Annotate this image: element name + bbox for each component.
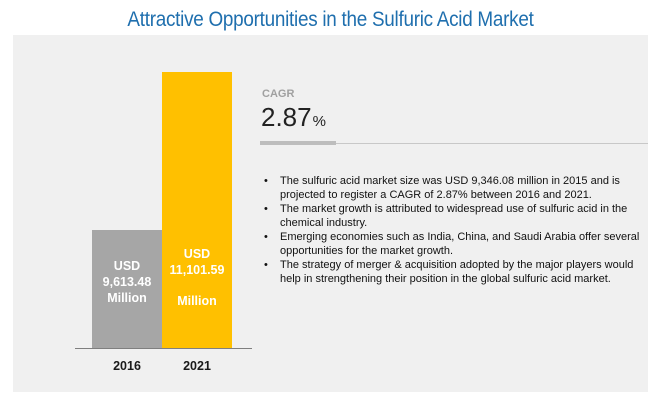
bullet-icon: • bbox=[264, 231, 268, 243]
data-label: USD bbox=[184, 247, 210, 261]
cagr-divider-accent bbox=[260, 141, 336, 145]
key-point-text: Emerging economies such as India, China,… bbox=[280, 231, 640, 257]
cagr-number: 2.87 bbox=[261, 102, 312, 132]
bullet-icon: • bbox=[264, 203, 268, 215]
cagr-value: 2.87% bbox=[261, 102, 326, 133]
data-label: 9,613.48 bbox=[103, 275, 152, 289]
bullet-icon: • bbox=[264, 259, 268, 271]
key-point: • Emerging economies such as India, Chin… bbox=[264, 230, 644, 258]
bullet-icon: • bbox=[264, 175, 268, 187]
cagr-unit: % bbox=[312, 113, 326, 130]
bar-2016 bbox=[92, 230, 162, 348]
key-point: • The strategy of merger & acquisition a… bbox=[264, 258, 644, 286]
x-tick-label: 2016 bbox=[113, 359, 141, 373]
key-point: • The sulfuric acid market size was USD 9… bbox=[264, 174, 644, 202]
data-label: 11,101.59 bbox=[170, 263, 225, 277]
key-points-list: • The sulfuric acid market size was USD 9… bbox=[264, 174, 644, 286]
cagr-divider bbox=[260, 143, 648, 144]
data-label: Million bbox=[107, 291, 147, 305]
key-point-text: The market growth is attributed to wides… bbox=[280, 203, 628, 229]
data-label: USD bbox=[114, 259, 140, 273]
x-tick-label: 2021 bbox=[183, 359, 211, 373]
key-point: • The market growth is attributed to wide… bbox=[264, 202, 644, 230]
page-title: Attractive Opportunities in the Sulfuric… bbox=[127, 8, 534, 31]
cagr-label: CAGR bbox=[262, 88, 295, 100]
key-point-text: The sulfuric acid market size was USD 9,… bbox=[280, 175, 620, 201]
data-label: Million bbox=[177, 294, 217, 308]
bar-2021 bbox=[162, 72, 232, 348]
key-point-text: The strategy of merger & acquisition ado… bbox=[280, 259, 634, 285]
